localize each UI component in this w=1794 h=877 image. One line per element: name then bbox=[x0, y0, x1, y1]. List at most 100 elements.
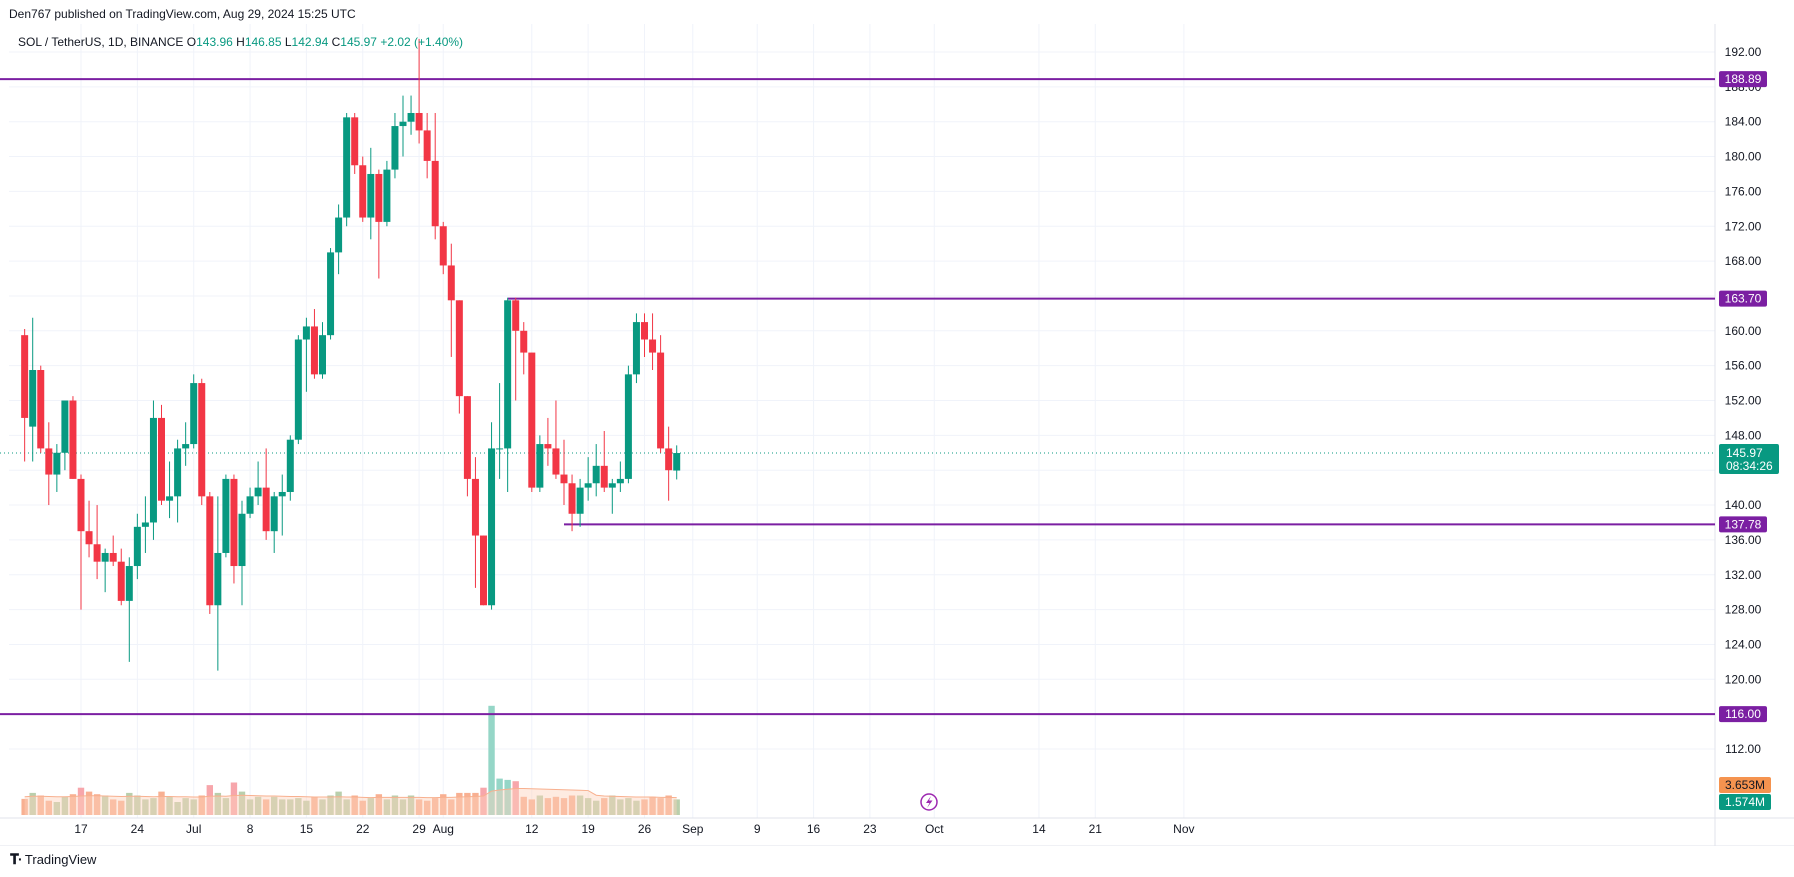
price-tick-label: 152.00 bbox=[1725, 394, 1762, 408]
volume-bar bbox=[472, 792, 479, 815]
candle-body bbox=[407, 112, 415, 122]
candle-body bbox=[568, 483, 576, 514]
time-tick-label: 14 bbox=[1032, 822, 1046, 836]
volume-ma-line bbox=[24, 787, 677, 799]
legend-change: +2.02 (+1.40%) bbox=[380, 35, 464, 49]
volume-bar bbox=[391, 795, 399, 815]
time-tick-label: 23 bbox=[863, 822, 877, 836]
volume-badge-label: 1.574M bbox=[1725, 795, 1765, 809]
volume-bar bbox=[673, 799, 680, 815]
legend-high-label: H bbox=[236, 35, 245, 49]
candle-body bbox=[415, 112, 423, 131]
volume-ma-badge bbox=[1719, 777, 1771, 793]
time-tick-label: 26 bbox=[638, 822, 652, 836]
volume-bar bbox=[246, 799, 254, 815]
legend-high-value: 146.85 bbox=[244, 35, 282, 49]
candle-body bbox=[359, 165, 367, 218]
candle-body bbox=[166, 496, 174, 501]
volume-bar bbox=[399, 799, 407, 815]
candle-body bbox=[657, 352, 665, 449]
volume-bar bbox=[375, 794, 383, 815]
candle-body bbox=[302, 326, 310, 340]
time-tick-label: 24 bbox=[131, 822, 145, 836]
tradingview-footer[interactable]: 𝐓∙ TradingView bbox=[10, 851, 96, 868]
legend-low-label: L bbox=[284, 35, 292, 49]
volume-bar bbox=[21, 798, 28, 815]
candle-body bbox=[488, 448, 496, 606]
candle-body bbox=[174, 448, 182, 497]
volume-bar bbox=[61, 796, 69, 815]
candle-body bbox=[431, 160, 439, 227]
chart-grid bbox=[0, 24, 1794, 846]
volume-bar bbox=[238, 791, 246, 815]
level-badge-label: 188.89 bbox=[1725, 72, 1762, 86]
price-tick-label: 128.00 bbox=[1725, 603, 1762, 617]
price-badge-countdown: 08:34:26 bbox=[1726, 459, 1773, 473]
candle-body bbox=[182, 444, 190, 449]
price-badge bbox=[1719, 444, 1779, 475]
volume-bar bbox=[520, 796, 527, 815]
candle-body bbox=[270, 496, 278, 532]
candle-body bbox=[584, 483, 592, 488]
legend-low-value: 142.94 bbox=[291, 35, 329, 49]
time-axis: 17 24 Jul 8 15 22 29 Aug 12 19 26 Sep 9 16 23 Oct 14 21 No… bbox=[74, 822, 1194, 836]
volume-bar bbox=[512, 781, 519, 815]
volume-bar bbox=[166, 796, 173, 815]
legend-open-value: 143.96 bbox=[196, 35, 233, 49]
time-tick-label: 29 bbox=[412, 822, 426, 836]
volume-bar bbox=[118, 800, 125, 815]
volume-bar bbox=[37, 795, 44, 815]
candle-body bbox=[93, 544, 101, 562]
candle-body bbox=[536, 444, 544, 488]
time-tick-label: 17 bbox=[74, 822, 88, 836]
publisher-line: Den767 published on TradingView.com, Aug… bbox=[9, 7, 356, 21]
candle-body bbox=[37, 370, 45, 449]
candle-body bbox=[560, 474, 568, 484]
time-tick-label: 8 bbox=[247, 822, 254, 836]
volume-bar bbox=[415, 799, 423, 815]
volume-bar bbox=[625, 798, 632, 815]
level-badge bbox=[1719, 706, 1767, 723]
candle-body bbox=[327, 252, 335, 336]
volume-bar bbox=[423, 800, 431, 815]
volume-bar bbox=[335, 791, 342, 815]
candle-body bbox=[608, 483, 616, 488]
candle-body bbox=[600, 465, 608, 488]
candle-body bbox=[439, 226, 447, 266]
volume-bar bbox=[649, 796, 656, 815]
volume-bar bbox=[85, 791, 93, 815]
volume-bar bbox=[206, 785, 213, 815]
volume-bar bbox=[158, 791, 165, 815]
candle-body bbox=[367, 173, 375, 218]
level-badge-label: 116.00 bbox=[1725, 707, 1761, 721]
price-tick-label: 184.00 bbox=[1725, 115, 1762, 129]
candle-body bbox=[222, 478, 230, 553]
candle-body bbox=[133, 526, 141, 567]
candle-body bbox=[198, 383, 206, 497]
volume-bar bbox=[69, 794, 77, 815]
volume-bar bbox=[327, 795, 334, 815]
candle-body bbox=[544, 444, 552, 449]
candle-body bbox=[214, 552, 222, 606]
volume-bar bbox=[93, 794, 101, 815]
lightning-icon[interactable] bbox=[920, 793, 938, 811]
volume-bar bbox=[29, 792, 36, 815]
time-tick-label: 15 bbox=[300, 822, 314, 836]
candle-body bbox=[125, 566, 133, 601]
legend-close-value: 145.97 bbox=[340, 35, 377, 49]
candle-body bbox=[61, 400, 69, 453]
volume-bar bbox=[134, 795, 141, 815]
volume-bar bbox=[319, 799, 326, 815]
chart-canvas[interactable]: 192.00188.00184.00180.00176.00172.00168.… bbox=[0, 24, 1794, 846]
volume-bar bbox=[174, 802, 181, 815]
volume-bar bbox=[593, 800, 600, 815]
level-badge bbox=[1719, 71, 1767, 88]
volume-bar bbox=[407, 795, 415, 815]
candle-body bbox=[141, 522, 149, 527]
candle-body bbox=[310, 326, 318, 375]
candle-body bbox=[158, 417, 165, 501]
candle-body bbox=[190, 383, 198, 445]
price-tick-label: 192.00 bbox=[1725, 45, 1762, 59]
volume-bar bbox=[279, 799, 286, 815]
